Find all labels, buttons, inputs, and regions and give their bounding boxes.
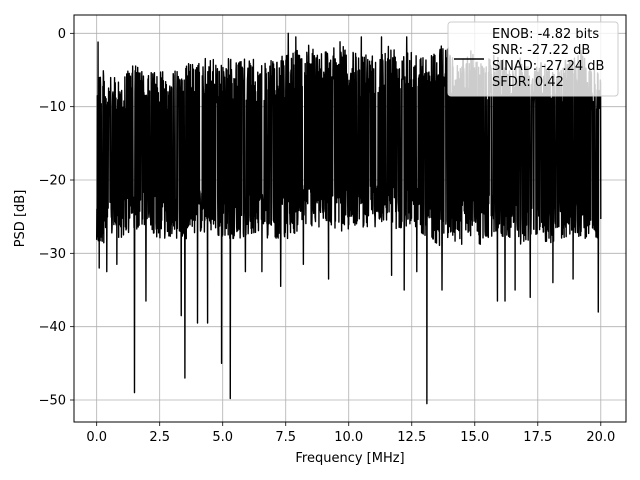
y-tick-label-4: −40 xyxy=(39,320,66,335)
psd-trace-group xyxy=(95,32,602,405)
legend-entry-sfdr: SFDR: 0.42 xyxy=(492,75,564,90)
x-tick-label-5: 12.5 xyxy=(397,430,426,445)
x-tick-label-6: 15.0 xyxy=(460,430,489,445)
legend-entry-enob: ENOB: -4.82 bits xyxy=(492,27,599,42)
x-tick-label-7: 17.5 xyxy=(523,430,552,445)
legend-entry-snr: SNR: -27.22 dB xyxy=(492,43,590,58)
plot-frame xyxy=(73,14,627,423)
x-tick-label-3: 7.5 xyxy=(275,430,296,445)
y-tick-label-5: −50 xyxy=(39,394,66,409)
x-axis-label: Frequency [MHz] xyxy=(295,451,404,466)
psd-series-line xyxy=(95,32,602,405)
y-tick-label-3: −30 xyxy=(39,247,66,262)
legend-entry-sinad: SINAD: -27.24 dB xyxy=(492,59,604,74)
x-tick-label-8: 20.0 xyxy=(586,430,615,445)
x-tick-label-2: 5.0 xyxy=(212,430,233,445)
y-axis-ticks: 0 −10 −20 −30 −40 −50 xyxy=(39,27,74,409)
legend-box xyxy=(447,21,619,97)
y-tick-label-0: 0 xyxy=(58,27,66,42)
x-tick-label-0: 0.0 xyxy=(86,430,107,445)
x-tick-label-4: 10.0 xyxy=(334,430,363,445)
y-axis-label: PSD [dB] xyxy=(13,190,28,248)
y-tick-label-2: −20 xyxy=(39,174,66,189)
y-tick-label-1: −10 xyxy=(39,100,66,115)
x-axis-ticks: 0.0 2.5 5.0 7.5 10.0 12.5 15.0 17.5 20.0 xyxy=(86,422,615,445)
legend: ENOB: -4.82 bits SNR: -27.22 dB SINAD: -… xyxy=(447,21,619,97)
x-tick-label-1: 2.5 xyxy=(149,430,170,445)
